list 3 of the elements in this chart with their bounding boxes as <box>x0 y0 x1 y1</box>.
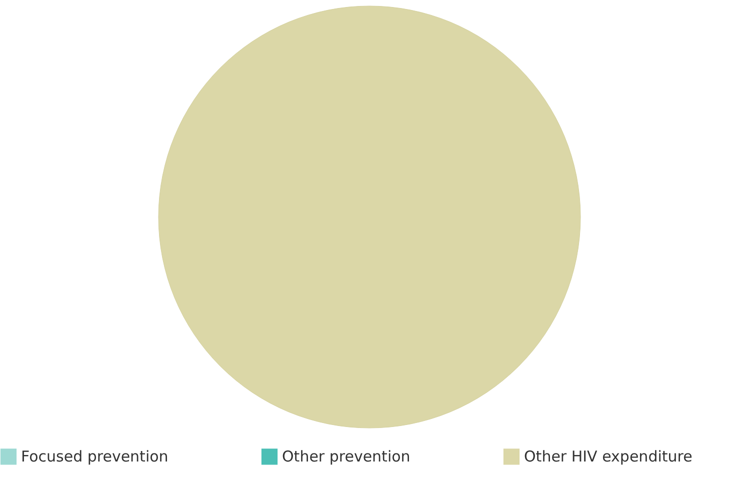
legend-label: Other HIV expenditure <box>524 448 692 466</box>
legend-label: Other prevention <box>282 448 410 466</box>
legend-label: Focused prevention <box>21 448 168 466</box>
